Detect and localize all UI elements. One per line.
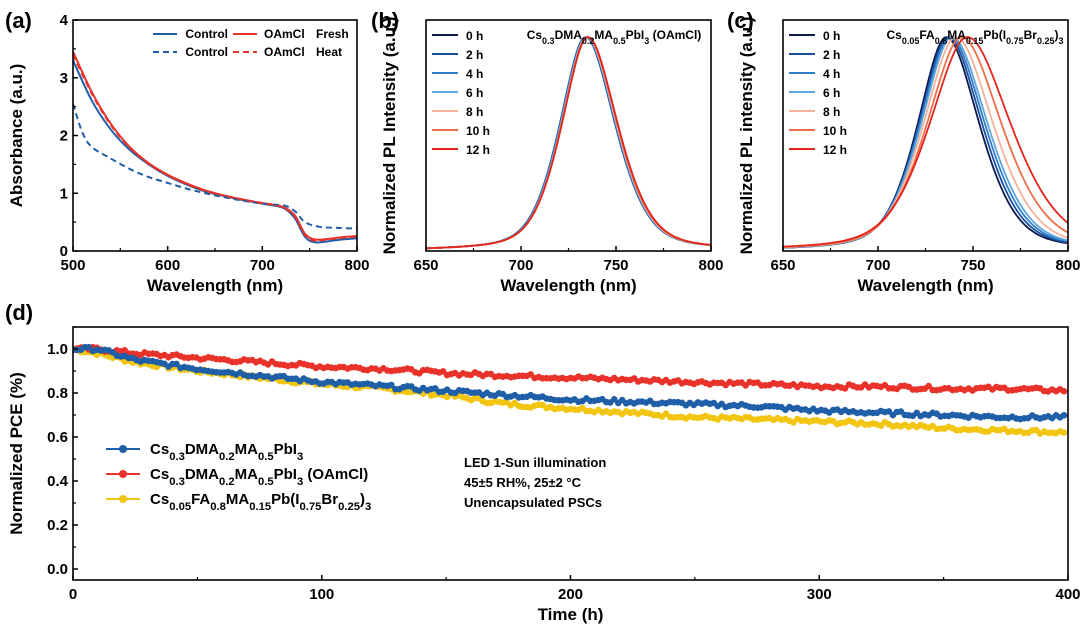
x-tick-label: 0: [69, 586, 77, 603]
series-line-control-fresh: [73, 59, 357, 244]
condition-annotation: 45±5 RH%, 25±2 °C: [464, 475, 582, 490]
series-line-control-heat: [73, 103, 357, 230]
legend-label: 0 h: [466, 29, 483, 43]
legend: 0 h 2 h 4 h 6 h 8 h 10 h 12 h: [432, 29, 490, 157]
y-tick-label: 0.4: [47, 473, 69, 490]
legend-label: OAmCl: [264, 27, 305, 41]
legend-label: 2 h: [466, 48, 483, 62]
x-axis-title: Wavelength (nm): [857, 276, 993, 295]
panel-label: (c): [727, 8, 754, 33]
legend-marker: [119, 495, 127, 503]
data-point: [1060, 388, 1068, 395]
legend-label: Cs0.05FA0.8MA0.15Pb(I0.75Br0.25)3: [150, 491, 371, 513]
legend: 0 h 2 h 4 h 6 h 8 h 10 h 12 h: [789, 29, 847, 157]
y-tick-label: 0.6: [47, 429, 68, 446]
legend-label: 10 h: [466, 124, 490, 138]
legend-label: Control: [185, 27, 228, 41]
y-axis-title: Absorbance (a.u.): [7, 64, 26, 208]
legend-label: Cs0.3DMA0.2MA0.5PbI3 (OAmCl): [150, 466, 368, 488]
legend-label: OAmCl: [264, 45, 305, 59]
y-tick-label: 4: [60, 12, 69, 29]
composition-label: Cs0.3DMA0.2MA0.5PbI3 (OAmCl): [527, 28, 702, 46]
x-tick-label: 700: [865, 257, 890, 274]
x-tick-label: 300: [807, 586, 832, 603]
x-tick-label: 800: [344, 257, 369, 274]
legend-label: 6 h: [823, 86, 840, 100]
x-axis-title: Wavelength (nm): [147, 276, 283, 295]
panel-a: (a) 500 600 700 800 0 1 2 3 4 Wavelength (nm) Absor…: [5, 8, 370, 295]
y-axis-title: Normalized PL Intensity (a.u.): [380, 17, 399, 255]
x-tick-label: 800: [1055, 257, 1080, 274]
legend-label: 6 h: [466, 86, 483, 100]
legend-marker: [119, 445, 127, 453]
data-point: [388, 381, 395, 389]
x-axis-title: Wavelength (nm): [500, 276, 636, 295]
plot-area: [426, 36, 711, 250]
y-tick-label: 2: [60, 128, 68, 145]
pl-curve-12h: [783, 36, 1068, 248]
y-tick-label: 1: [60, 185, 68, 202]
x-tick-label: 750: [960, 257, 985, 274]
series-markers-1: [73, 343, 1068, 395]
legend-condition: Fresh: [316, 27, 349, 41]
x-tick-label: 800: [698, 257, 723, 274]
x-tick-label: 500: [60, 257, 85, 274]
panel-label: (a): [5, 8, 32, 33]
plot-area: [73, 343, 1068, 437]
condition-annotation: LED 1-Sun illumination: [464, 455, 606, 470]
legend-label: 4 h: [466, 67, 483, 81]
legend-label: 0 h: [823, 29, 840, 43]
panel-c: (c) 650 700 750 800 Wavelength (nm) Normalized…: [727, 8, 1081, 295]
panel-label: (d): [5, 300, 33, 325]
legend: Cs0.3DMA0.2MA0.5PbI3 Cs0.3DMA0.2MA0.5PbI3…: [106, 441, 371, 513]
composition-label: Cs0.05FA0.8MA0.15Pb(I0.75Br0.25)3: [886, 28, 1063, 46]
x-tick-label: 700: [250, 257, 275, 274]
legend-label: 8 h: [466, 105, 483, 119]
y-tick-label: 0.8: [47, 385, 68, 402]
legend: Control OAmCl Fresh Control OAmCl Heat: [153, 27, 349, 59]
legend-label: 12 h: [823, 143, 847, 157]
data-point: [1060, 429, 1068, 436]
legend-label: 8 h: [823, 105, 840, 119]
legend-label: 2 h: [823, 48, 840, 62]
data-point: [1060, 412, 1068, 419]
series-markers-0: [73, 343, 1068, 423]
plot-area: [783, 36, 1068, 249]
y-axis-title: Normalized PL intensity (a.u.): [737, 17, 756, 255]
x-tick-label: 750: [603, 257, 628, 274]
x-tick-label: 200: [558, 586, 583, 603]
plot-area: [73, 51, 357, 244]
panel-b: (b) 650 700 750 800 Wavelength (nm) Normalized…: [371, 8, 724, 295]
x-tick-label: 700: [508, 257, 533, 274]
y-tick-label: 1.0: [47, 341, 68, 358]
x-axis-title: Time (h): [538, 605, 604, 624]
x-tick-label: 100: [309, 586, 334, 603]
legend-marker: [119, 470, 127, 478]
data-point: [925, 382, 932, 390]
x-tick-label: 400: [1055, 586, 1080, 603]
y-tick-label: 0.0: [47, 561, 68, 578]
x-tick-label: 650: [413, 257, 438, 274]
condition-annotation: Unencapsulated PSCs: [464, 495, 602, 510]
legend-label: 10 h: [823, 124, 847, 138]
pl-curve-12h: [426, 36, 711, 250]
panel-d: (d) 0 100 200 300 400 0.0 0.2 0.4 0.6 0.8 1.0 Time (…: [5, 300, 1081, 624]
y-axis-title: Normalized PCE (%): [7, 372, 26, 534]
legend-label: Cs0.3DMA0.2MA0.5PbI3: [150, 441, 303, 463]
x-tick-label: 600: [155, 257, 180, 274]
panel-label: (b): [371, 8, 399, 33]
legend-condition: Heat: [316, 45, 342, 59]
series-line-oamcl-heat: [73, 54, 357, 242]
series-line-oamcl-fresh: [73, 51, 357, 241]
legend-label: 12 h: [466, 143, 490, 157]
legend-label: Control: [185, 45, 228, 59]
x-tick-label: 650: [770, 257, 795, 274]
y-tick-label: 0.2: [47, 517, 68, 534]
data-point: [173, 360, 180, 368]
y-tick-label: 3: [60, 70, 68, 87]
legend-label: 4 h: [823, 67, 840, 81]
y-tick-label: 0: [60, 243, 68, 260]
